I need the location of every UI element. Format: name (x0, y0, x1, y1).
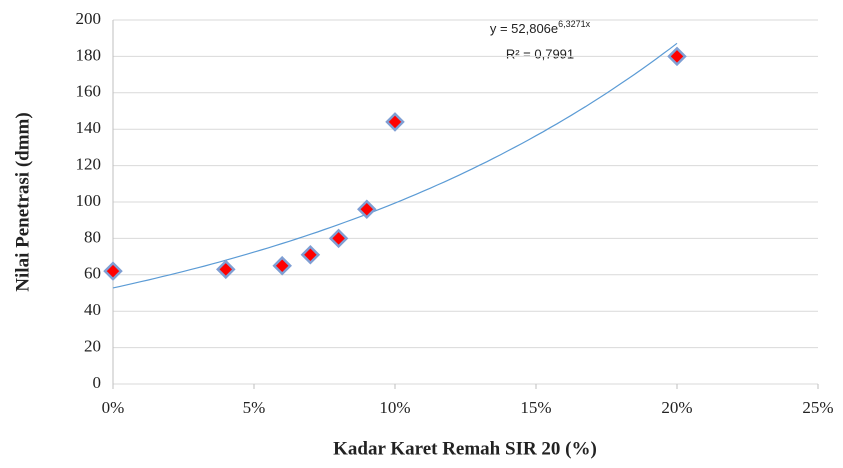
trendline (112, 42, 678, 289)
equation-exponent: 6,3271x (558, 19, 591, 29)
x-tick-label: 15% (520, 398, 551, 417)
data-point (328, 228, 349, 249)
y-tick-label: 200 (76, 9, 102, 28)
y-tick-label: 120 (76, 155, 102, 174)
x-tick-label: 5% (243, 398, 266, 417)
trendline-equation: y = 52,806e6,3271x (490, 19, 591, 36)
x-tick-label: 0% (102, 398, 125, 417)
data-point (272, 255, 292, 276)
y-tick-label: 180 (76, 45, 102, 64)
data-point (357, 199, 377, 220)
y-tick-label: 40 (84, 300, 101, 319)
y-tick-label: 80 (84, 227, 101, 246)
data-point (103, 261, 123, 281)
x-tick-label: 10% (379, 398, 410, 417)
y-axis-title: Nilai Penetrasi (dmm) (12, 112, 33, 291)
data-point (216, 259, 236, 280)
y-tick-label: 20 (84, 337, 101, 356)
y-tick-label: 160 (76, 82, 102, 101)
data-point (385, 112, 405, 132)
x-axis-title: Kadar Karet Remah SIR 20 (%) (333, 438, 597, 459)
equation-base: y = 52,806e (490, 21, 558, 36)
x-tick-label: 25% (802, 398, 833, 417)
r-squared: R² = 0,7991 (506, 46, 574, 61)
y-tick-label: 140 (76, 118, 102, 137)
y-tick-label: 100 (76, 191, 102, 210)
y-tick-label: 0 (93, 373, 102, 392)
data-point (300, 245, 321, 265)
x-tick-label: 20% (661, 398, 692, 417)
data-point (667, 46, 687, 67)
y-tick-label: 60 (84, 264, 101, 283)
